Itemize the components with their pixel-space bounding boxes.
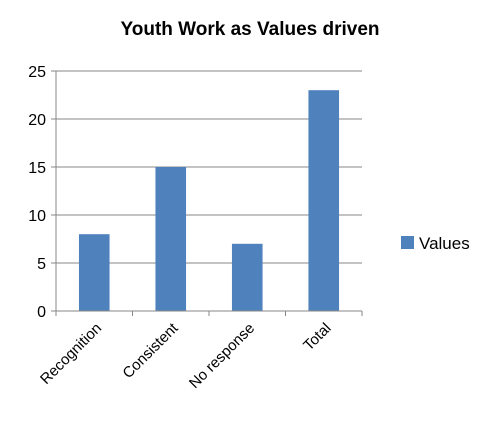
legend-label: Values	[419, 234, 470, 253]
bar	[308, 90, 340, 311]
x-category-label: No response	[186, 320, 258, 392]
y-tick-label: 10	[28, 208, 46, 225]
y-tick-label: 5	[37, 256, 46, 273]
x-category-label: Total	[300, 320, 334, 354]
chart-title: Youth Work as Values driven	[120, 19, 379, 40]
axes	[55, 71, 363, 316]
legend-swatch	[401, 236, 414, 249]
bars	[78, 90, 340, 311]
legend: Values	[401, 234, 470, 253]
bar	[155, 167, 187, 311]
bar	[78, 234, 110, 311]
y-tick-label: 15	[28, 160, 46, 177]
y-tick-label: 0	[37, 304, 46, 321]
x-category-label: Recognition	[37, 320, 105, 388]
x-axis-labels: Recognition Consistent No response Total	[37, 319, 335, 392]
y-tick-label: 20	[28, 112, 46, 129]
y-axis-ticks: 0 5 10 15 20 25	[28, 64, 56, 321]
x-category-label: Consistent	[119, 319, 182, 382]
y-tick-label: 25	[28, 64, 46, 81]
bar	[231, 243, 263, 311]
